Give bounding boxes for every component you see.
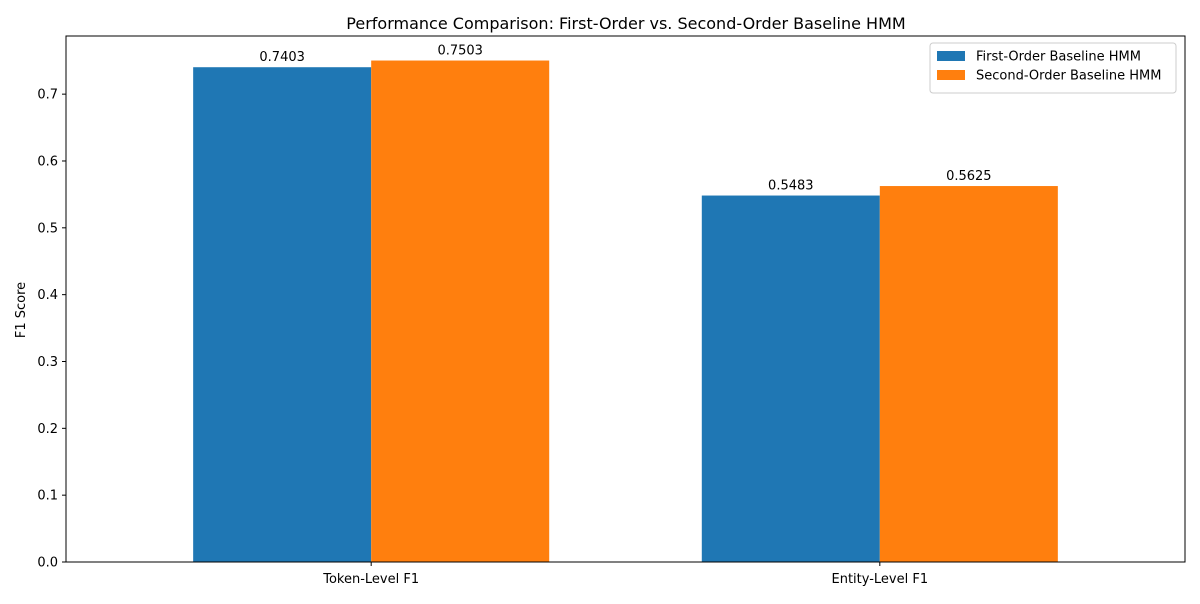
- x-tick-label: Entity-Level F1: [832, 572, 929, 587]
- bar-series-1-category-2: [701, 195, 880, 563]
- data-label: 0.7503: [437, 44, 483, 59]
- legend-swatch-2: [937, 70, 965, 80]
- y-tick-label: 0.6: [37, 154, 58, 169]
- y-axis-label: F1 Score: [14, 282, 29, 338]
- legend: First-Order Baseline HMM Second-Order Bas…: [929, 42, 1177, 94]
- y-tick-label: 0.5: [37, 221, 58, 236]
- bar-series-1-category-1: [193, 67, 372, 562]
- y-tick-label: 0.2: [37, 422, 58, 437]
- bar-series-2-category-2: [879, 186, 1058, 563]
- plot-area: 0.7403 0.5483 0.7503 0.5625 0.0 0.1 0.2 0.3 0.4 0…: [37, 35, 1186, 587]
- y-tick-label: 0.3: [37, 355, 58, 370]
- y-tick-label: 0.4: [37, 288, 58, 303]
- legend-swatch-1: [937, 51, 965, 61]
- y-tick-label: 0.0: [37, 556, 58, 571]
- legend-label-1: First-Order Baseline HMM: [976, 50, 1141, 65]
- chart-title: Performance Comparison: First-Order vs. …: [346, 14, 905, 33]
- plot-frame: [65, 35, 1186, 563]
- y-tick-label: 0.7: [37, 88, 58, 103]
- x-tick-label: Token-Level F1: [322, 572, 419, 587]
- legend-box: [929, 42, 1177, 94]
- y-tick-label: 0.1: [37, 489, 58, 504]
- data-label: 0.5625: [946, 169, 992, 184]
- legend-label-2: Second-Order Baseline HMM: [976, 69, 1161, 84]
- bar-series-2-category-1: [371, 60, 550, 563]
- data-label: 0.5483: [768, 179, 814, 194]
- data-label: 0.7403: [259, 50, 305, 65]
